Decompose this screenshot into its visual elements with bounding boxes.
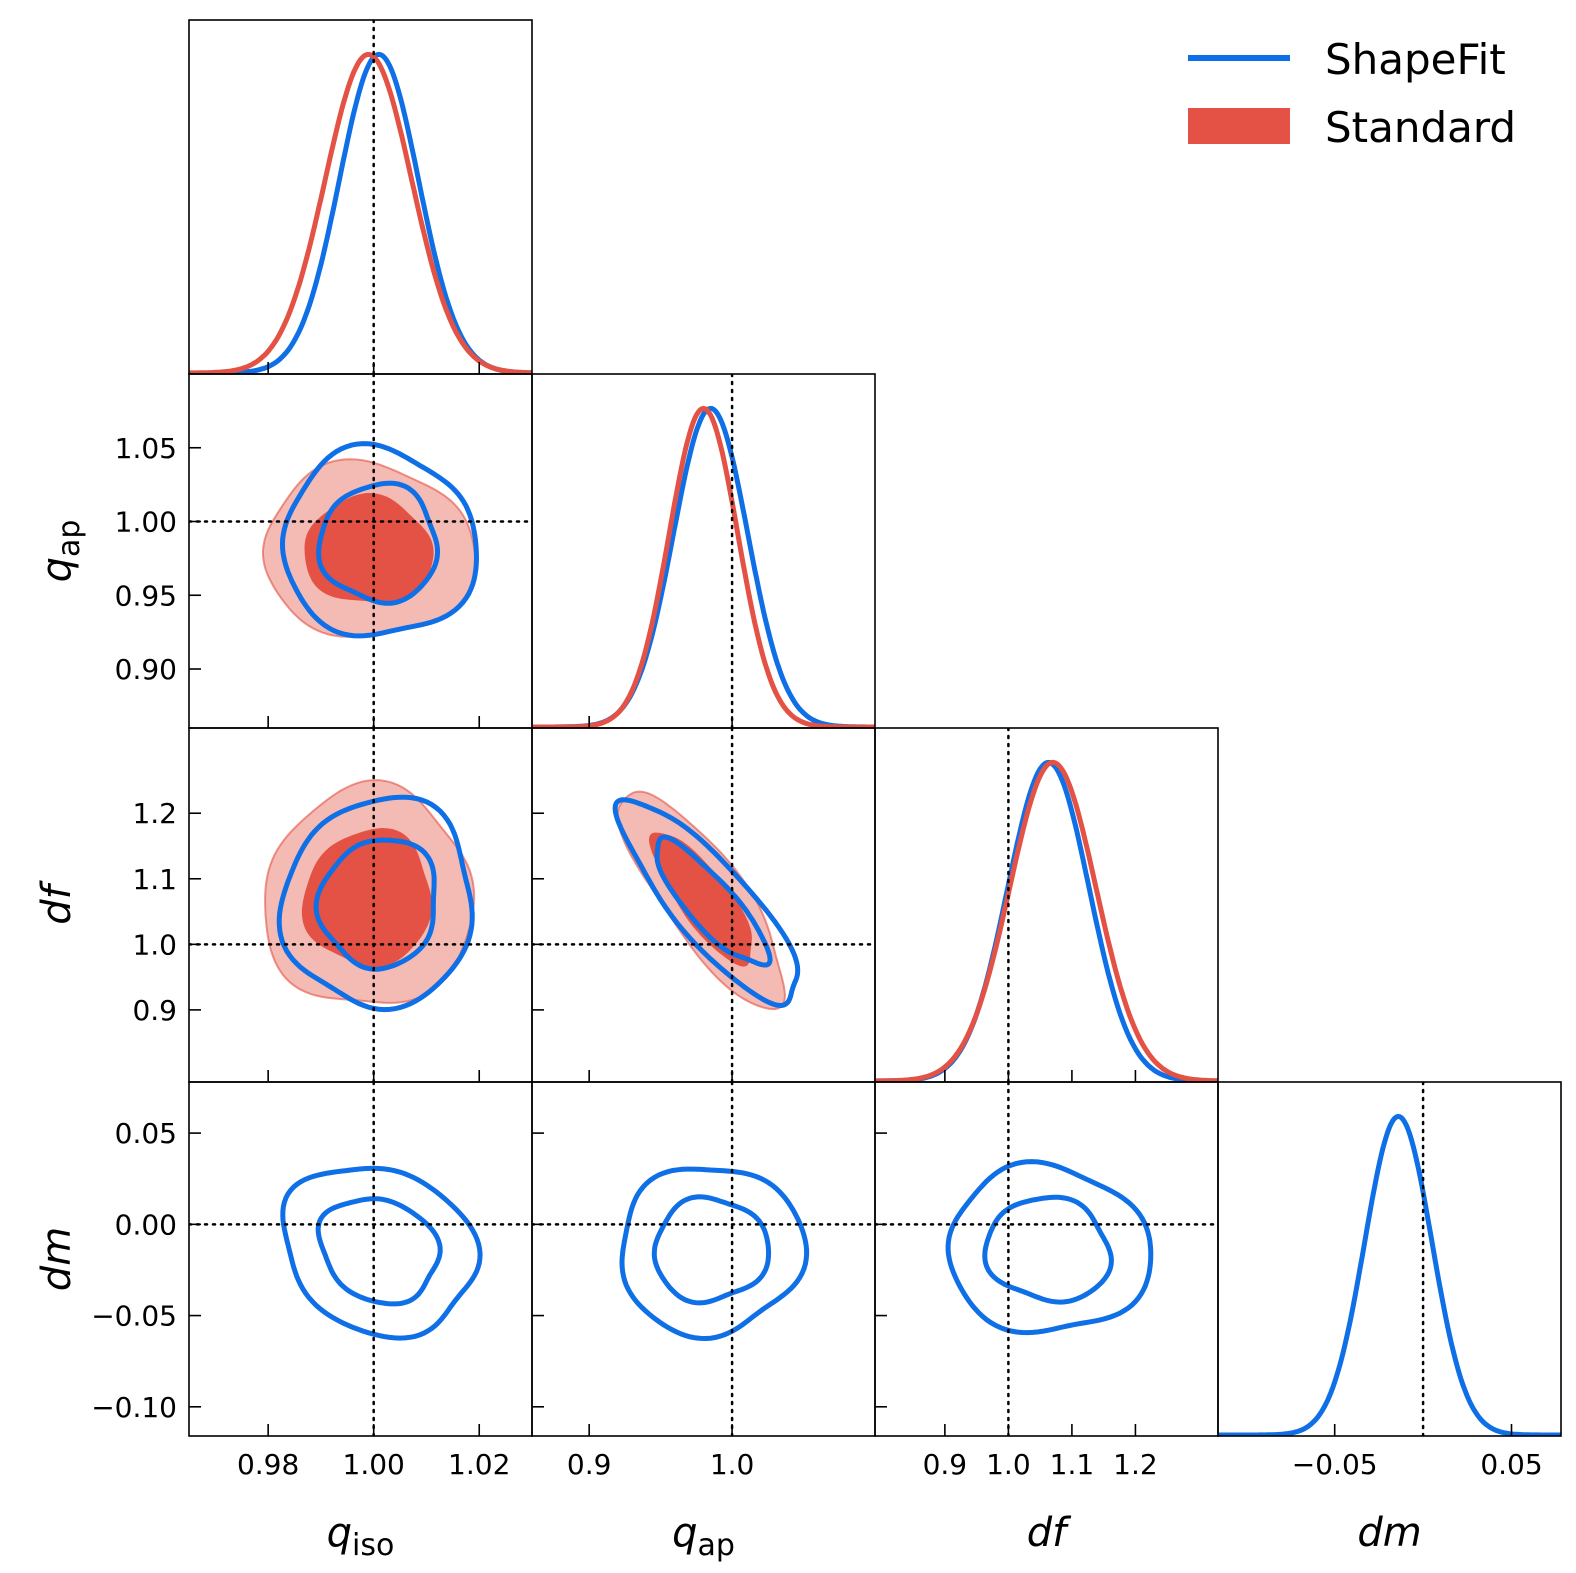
marginal-standard <box>875 759 1218 1082</box>
marginal-standard <box>189 51 532 374</box>
marginal-shapefit <box>875 759 1218 1082</box>
y-tick-label-dm: −0.05 <box>91 1300 177 1333</box>
panel-body <box>189 728 532 1082</box>
contour-shapefit-95 <box>279 441 480 639</box>
contour-shapefit-95 <box>280 1165 483 1341</box>
panel-frame <box>188 19 533 375</box>
y-axis-label-qap: qap <box>34 520 87 583</box>
legend: ShapeFit Standard <box>1188 35 1516 152</box>
y-tick-label-qap: 0.95 <box>115 579 177 612</box>
panel-dm-qap: 0.9 1.0 <box>531 1081 876 1481</box>
panel-frame <box>1217 1081 1562 1437</box>
x-tick-label-df: 0.9 <box>923 1448 968 1481</box>
legend-shapefit-label: ShapeFit <box>1325 35 1506 84</box>
x-tick-label-df: 1.0 <box>986 1448 1031 1481</box>
panel-frame <box>531 373 876 729</box>
panel-frame <box>874 1081 1219 1437</box>
y-axis-label-dm: dm <box>34 1227 80 1291</box>
contour-shapefit-68 <box>651 1194 772 1306</box>
x-axis-label-qap: qap <box>672 1510 735 1563</box>
contour-shapefit-95 <box>619 1166 810 1342</box>
panel-df-qap <box>531 727 876 1083</box>
panel-body <box>532 728 875 1082</box>
panel-body <box>875 1082 1218 1436</box>
x-tick-label-qap: 1.0 <box>710 1448 755 1481</box>
x-tick-label-qiso: 0.98 <box>237 1448 299 1481</box>
x-tick-label-dm: 0.05 <box>1480 1448 1542 1481</box>
contour-shapefit-95 <box>612 797 801 1009</box>
panel-frame <box>874 727 1219 1083</box>
x-tick-label-dm: −0.05 <box>1292 1448 1378 1481</box>
legend-standard-swatch <box>1188 108 1290 144</box>
panels-group: 0.90 0.95 1.00 1.05 0.9 1.0 1.1 1.2 0.98 1.00 1.02… <box>34 19 1562 1563</box>
contour-shapefit-68 <box>982 1194 1114 1305</box>
contour-standard-68 <box>304 493 434 603</box>
x-tick-label-qiso: 1.02 <box>448 1448 510 1481</box>
x-axis-label-df: df <box>1027 1510 1072 1556</box>
panel-body <box>1218 1082 1561 1436</box>
panel-body <box>532 1082 875 1436</box>
marginal-shapefit <box>532 405 875 728</box>
y-tick-label-qap: 1.05 <box>115 432 177 465</box>
contour-shapefit-68 <box>315 1196 443 1307</box>
marginal-shapefit <box>189 51 532 374</box>
legend-standard-label: Standard <box>1325 103 1516 152</box>
contour-shapefit-95 <box>276 794 475 1013</box>
y-tick-label-df: 1.0 <box>132 928 177 961</box>
y-tick-label-df: 1.1 <box>132 863 177 896</box>
y-tick-label-df: 1.2 <box>132 797 177 830</box>
y-tick-label-df: 0.9 <box>132 994 177 1027</box>
x-tick-label-qap: 0.9 <box>567 1448 612 1481</box>
contour-standard-68 <box>649 832 752 967</box>
x-tick-label-qiso: 1.00 <box>343 1448 405 1481</box>
contour-standard-68 <box>301 828 433 968</box>
panel-df-df <box>874 727 1219 1083</box>
marginal-shapefit <box>1218 1113 1561 1436</box>
panel-body <box>189 1082 532 1436</box>
panel-qap-qap <box>531 373 876 729</box>
panel-body <box>189 20 532 374</box>
panel-dm-dm: −0.05 0.05 <box>1217 1081 1562 1481</box>
x-axis-label-dm: dm <box>1357 1510 1421 1556</box>
y-tick-label-dm: −0.10 <box>91 1391 177 1424</box>
y-tick-label-qap: 0.90 <box>115 653 177 686</box>
y-axis-label-df: df <box>34 879 80 924</box>
panel-qiso-qiso <box>188 19 533 375</box>
y-tick-label-dm: 0.00 <box>115 1208 177 1241</box>
panel-df-qiso: 0.9 1.0 1.1 1.2 <box>132 727 533 1083</box>
x-axis-label-qiso: qiso <box>327 1510 395 1563</box>
panel-body <box>189 374 532 728</box>
y-tick-label-qap: 1.00 <box>115 506 177 539</box>
marginal-standard <box>532 405 875 728</box>
panel-qap-qiso: 0.90 0.95 1.00 1.05 <box>115 373 533 729</box>
y-tick-label-dm: 0.05 <box>115 1117 177 1150</box>
panel-frame <box>531 1081 876 1437</box>
contour-shapefit-68 <box>313 837 437 972</box>
panel-body <box>875 728 1218 1082</box>
contour-shapefit-68 <box>316 480 440 606</box>
panel-dm-qiso: 0.98 1.00 1.02 −0.10 −0.05 0.00 0.05 <box>91 1081 533 1481</box>
x-tick-label-df: 1.1 <box>1050 1448 1095 1481</box>
panel-dm-df: 0.9 1.0 1.1 1.2 <box>874 1081 1219 1481</box>
contour-shapefit-95 <box>945 1159 1154 1336</box>
contour-shapefit-68 <box>654 834 773 968</box>
panel-body <box>532 374 875 728</box>
x-tick-label-df: 1.2 <box>1113 1448 1158 1481</box>
